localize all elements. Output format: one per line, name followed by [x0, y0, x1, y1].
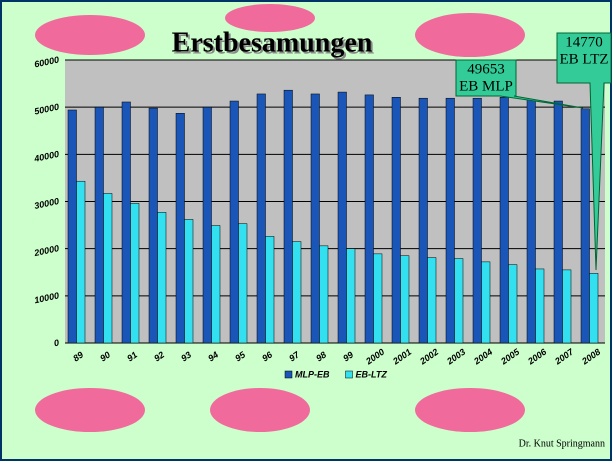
- bar: [535, 268, 545, 344]
- bar: [184, 219, 194, 344]
- callout-text: EB LTZ: [559, 51, 608, 67]
- bar: [157, 212, 167, 344]
- callout-text: 14770: [565, 34, 603, 50]
- bar: [292, 241, 302, 344]
- decoration: [35, 4, 525, 432]
- bar: [427, 257, 437, 344]
- footer: Dr. Knut Springmann: [519, 438, 605, 449]
- bar: [364, 94, 374, 344]
- legend-swatch: [345, 370, 353, 379]
- x-tick-label: 94: [206, 350, 220, 364]
- bar: [130, 203, 140, 344]
- bar: [400, 255, 410, 344]
- callout-box: [556, 32, 612, 271]
- bar: [148, 107, 158, 344]
- bar: [472, 97, 482, 344]
- callout-text: EB MLP: [459, 78, 513, 94]
- bar: [265, 236, 275, 344]
- bar: [256, 93, 266, 344]
- bar: [238, 223, 248, 344]
- bar: [103, 193, 113, 344]
- callout-box: [455, 59, 584, 109]
- bar: [94, 106, 104, 344]
- bar: [526, 99, 536, 344]
- bar: [67, 109, 77, 344]
- x-tick-label: 92: [152, 350, 166, 364]
- legend-label: EB-LTZ: [356, 369, 388, 379]
- bar: [481, 261, 491, 344]
- x-tick-label: 93: [179, 350, 193, 364]
- bar: [499, 97, 509, 344]
- x-tick-label: 91: [125, 350, 139, 364]
- bar: [454, 258, 464, 344]
- x-tick-label: 99: [341, 350, 355, 364]
- bar: [562, 269, 572, 344]
- bar: [175, 113, 185, 344]
- bar: [121, 101, 131, 344]
- x-tick-label: 89: [71, 350, 85, 364]
- bar: [202, 106, 212, 344]
- bar: [580, 108, 590, 344]
- bar: [418, 97, 428, 344]
- chart-title: Erstbesamungen: [172, 27, 373, 58]
- x-tick-label: 90: [98, 350, 112, 364]
- bar: [319, 245, 329, 344]
- bar: [391, 97, 401, 344]
- bar: [283, 89, 293, 344]
- bar: [346, 248, 356, 344]
- bar: [229, 100, 239, 344]
- bar: [337, 91, 347, 344]
- callout-text: 49653: [467, 61, 505, 77]
- bar: [373, 253, 383, 344]
- bar: [211, 225, 221, 344]
- y-tick-label: 0: [53, 337, 60, 348]
- legend-swatch: [284, 370, 293, 379]
- bar: [508, 264, 518, 344]
- x-tick-label: 98: [314, 350, 328, 364]
- bar: [310, 93, 320, 344]
- bar: [445, 97, 455, 344]
- bar: [553, 100, 563, 344]
- bar: [589, 273, 599, 344]
- legend-label: MLP-EB: [295, 369, 330, 379]
- bar: [76, 180, 86, 344]
